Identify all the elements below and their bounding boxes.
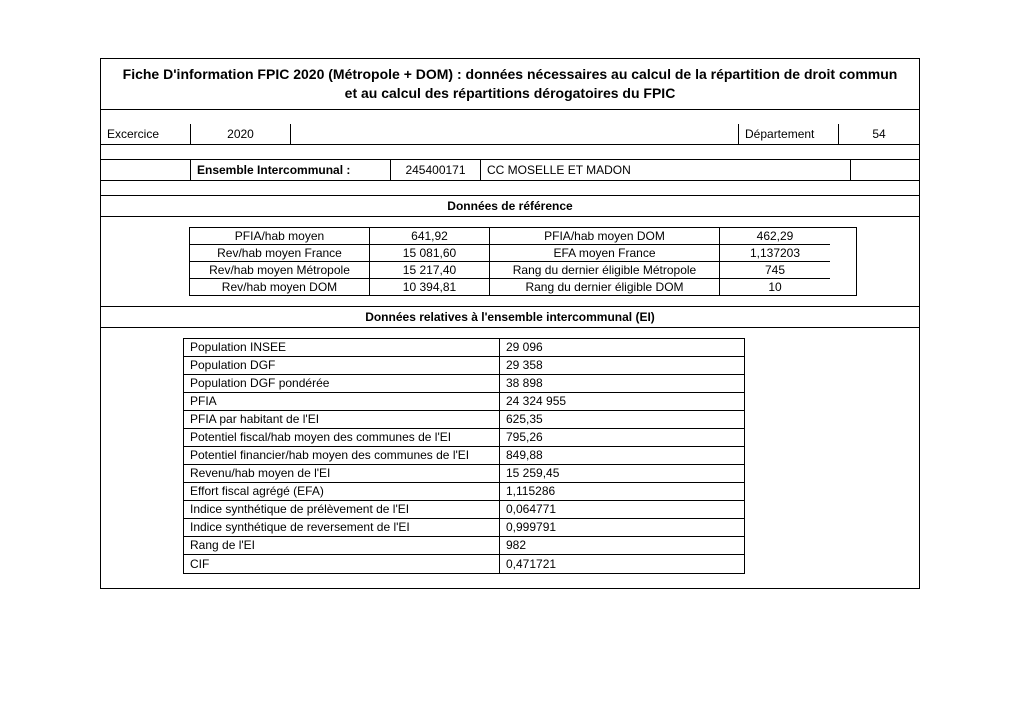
ref-label-left: Rev/hab moyen DOM <box>190 279 370 295</box>
ei-label: Indice synthétique de prélèvement de l'E… <box>184 501 500 519</box>
ref-label-left: Rev/hab moyen France <box>190 245 370 262</box>
document-frame: Fiche D'information FPIC 2020 (Métropole… <box>100 58 920 589</box>
reference-row: PFIA/hab moyen641,92PFIA/hab moyen DOM46… <box>190 228 856 245</box>
ref-value-right: 1,137203 <box>720 245 830 262</box>
ref-label-right: PFIA/hab moyen DOM <box>490 228 720 245</box>
meta-row-ensemble: Ensemble Intercommunal : 245400171 CC MO… <box>101 159 919 181</box>
ei-label: Potentiel financier/hab moyen des commun… <box>184 447 500 465</box>
ei-label: Potentiel fiscal/hab moyen des communes … <box>184 429 500 447</box>
ei-value: 0,999791 <box>500 519 744 537</box>
ei-row: Rang de l'EI982 <box>184 537 744 555</box>
ei-row: Population INSEE29 096 <box>184 339 744 357</box>
ei-label: Rang de l'EI <box>184 537 500 555</box>
ei-row: Potentiel fiscal/hab moyen des communes … <box>184 429 744 447</box>
ei-value: 24 324 955 <box>500 393 744 411</box>
title-line-1: Fiche D'information FPIC 2020 (Métropole… <box>123 66 898 82</box>
ref-label-right: Rang du dernier éligible Métropole <box>490 262 720 279</box>
ei-value: 29 096 <box>500 339 744 357</box>
departement-label: Département <box>739 124 839 144</box>
ref-value-right: 462,29 <box>720 228 830 245</box>
section-header-reference: Données de référence <box>101 195 919 217</box>
exercice-value: 2020 <box>191 124 291 144</box>
ei-value: 38 898 <box>500 375 744 393</box>
section-header-ei: Données relatives à l'ensemble intercomm… <box>101 307 919 328</box>
ei-row: Revenu/hab moyen de l'EI15 259,45 <box>184 465 744 483</box>
title-line-2: et au calcul des répartitions dérogatoir… <box>345 85 676 101</box>
ref-value-right: 745 <box>720 262 830 279</box>
ensemble-label: Ensemble Intercommunal : <box>191 160 391 180</box>
ei-value: 795,26 <box>500 429 744 447</box>
ei-value: 982 <box>500 537 744 555</box>
ei-row: PFIA24 324 955 <box>184 393 744 411</box>
document-title: Fiche D'information FPIC 2020 (Métropole… <box>101 59 919 110</box>
ref-label-right: EFA moyen France <box>490 245 720 262</box>
departement-value: 54 <box>839 124 919 144</box>
ei-row: Population DGF pondérée38 898 <box>184 375 744 393</box>
ei-label: CIF <box>184 555 500 573</box>
ensemble-code: 245400171 <box>391 160 481 180</box>
ei-label: Population INSEE <box>184 339 500 357</box>
meta-spacer <box>291 124 739 144</box>
ei-label: Population DGF <box>184 357 500 375</box>
ref-value-right: 10 <box>720 279 830 295</box>
ei-row: Indice synthétique de reversement de l'E… <box>184 519 744 537</box>
ensemble-pad-right <box>851 160 919 180</box>
ei-value: 0,471721 <box>500 555 744 573</box>
ei-label: Indice synthétique de reversement de l'E… <box>184 519 500 537</box>
ref-label-left: Rev/hab moyen Métropole <box>190 262 370 279</box>
ensemble-pad <box>101 160 191 180</box>
reference-row: Rev/hab moyen France15 081,60EFA moyen F… <box>190 245 856 262</box>
ref-label-right: Rang du dernier éligible DOM <box>490 279 720 295</box>
ei-row: CIF0,471721 <box>184 555 744 573</box>
ensemble-name: CC MOSELLE ET MADON <box>481 160 851 180</box>
ei-row: Population DGF29 358 <box>184 357 744 375</box>
ei-label: Revenu/hab moyen de l'EI <box>184 465 500 483</box>
ei-label: PFIA <box>184 393 500 411</box>
ei-value: 625,35 <box>500 411 744 429</box>
ei-label: PFIA par habitant de l'EI <box>184 411 500 429</box>
ei-label: Effort fiscal agrégé (EFA) <box>184 483 500 501</box>
ref-value-left: 10 394,81 <box>370 279 490 295</box>
ei-row: Effort fiscal agrégé (EFA)1,115286 <box>184 483 744 501</box>
ref-label-left: PFIA/hab moyen <box>190 228 370 245</box>
ei-value: 1,115286 <box>500 483 744 501</box>
ei-value: 0,064771 <box>500 501 744 519</box>
ei-value: 15 259,45 <box>500 465 744 483</box>
ei-table: Population INSEE29 096Population DGF29 3… <box>101 338 919 574</box>
ref-value-left: 641,92 <box>370 228 490 245</box>
ei-value: 849,88 <box>500 447 744 465</box>
ei-row: Potentiel financier/hab moyen des commun… <box>184 447 744 465</box>
reference-row: Rev/hab moyen Métropole15 217,40Rang du … <box>190 262 856 279</box>
ref-value-left: 15 217,40 <box>370 262 490 279</box>
ei-row: PFIA par habitant de l'EI625,35 <box>184 411 744 429</box>
reference-table: PFIA/hab moyen641,92PFIA/hab moyen DOM46… <box>101 227 919 296</box>
exercice-label: Excercice <box>101 124 191 144</box>
reference-row: Rev/hab moyen DOM10 394,81Rang du dernie… <box>190 279 856 295</box>
meta-row-exercice: Excercice 2020 Département 54 <box>101 124 919 145</box>
ei-value: 29 358 <box>500 357 744 375</box>
ref-value-left: 15 081,60 <box>370 245 490 262</box>
ei-row: Indice synthétique de prélèvement de l'E… <box>184 501 744 519</box>
ei-label: Population DGF pondérée <box>184 375 500 393</box>
